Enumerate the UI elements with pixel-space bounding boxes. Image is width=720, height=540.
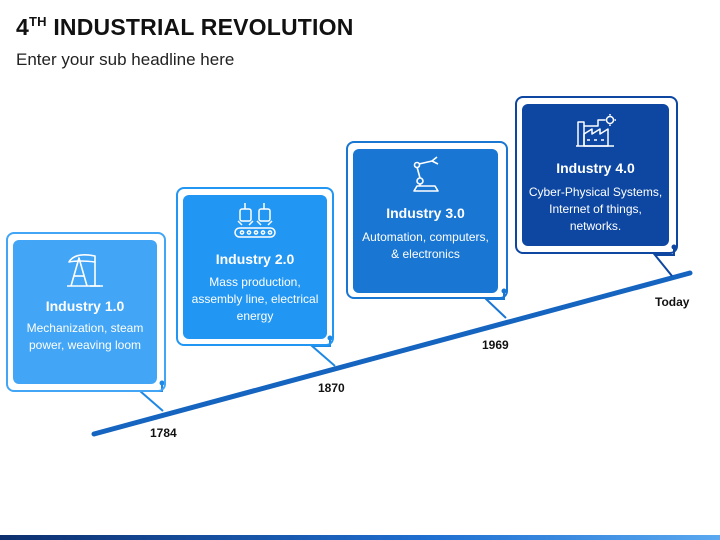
page-subtitle: Enter your sub headline here (16, 50, 235, 69)
stage-2-frame (176, 187, 334, 346)
stage-4-description: Cyber-Physical Systems, Internet of thin… (528, 185, 663, 233)
stage-1-frame (6, 232, 166, 392)
stage-2-description: Mass production, assembly line, electric… (191, 275, 319, 323)
stage-1-name: Industry 1.0 (45, 298, 125, 314)
stage-2-name: Industry 2.0 (215, 251, 295, 267)
timeline-line (91, 270, 693, 437)
stage-4-card: Industry 4.0 Cyber-Physical Systems, Int… (522, 104, 669, 246)
stage-4-frame (515, 96, 678, 254)
stage-3-name: Industry 3.0 (386, 205, 465, 221)
stage-1-description: Mechanization, steam power, weaving loom (26, 321, 144, 352)
stage-4-year: Today (655, 295, 690, 309)
footer-accent-bar (0, 535, 720, 540)
assembly-line-icon (234, 203, 276, 238)
robot-arm-icon (412, 156, 439, 192)
oil-pump-icon (67, 254, 103, 287)
stage-2-year: 1870 (318, 381, 345, 395)
stage-4-name: Industry 4.0 (556, 160, 635, 176)
stage-1-year: 1784 (150, 426, 177, 440)
stage-2-card: Industry 2.0 Mass production, assembly l… (183, 195, 327, 339)
stage-3-frame (346, 141, 508, 299)
smart-factory-icon (575, 114, 616, 147)
stage-1-card: Industry 1.0 Mechanization, steam power,… (13, 240, 157, 384)
stage-3-description: Automation, computers, & electronics (362, 230, 489, 261)
stage-3-year: 1969 (482, 338, 509, 352)
page-title: 4TH INDUSTRIAL REVOLUTION (16, 14, 354, 40)
stage-3-card: Industry 3.0 Automation, computers, & el… (353, 149, 498, 293)
